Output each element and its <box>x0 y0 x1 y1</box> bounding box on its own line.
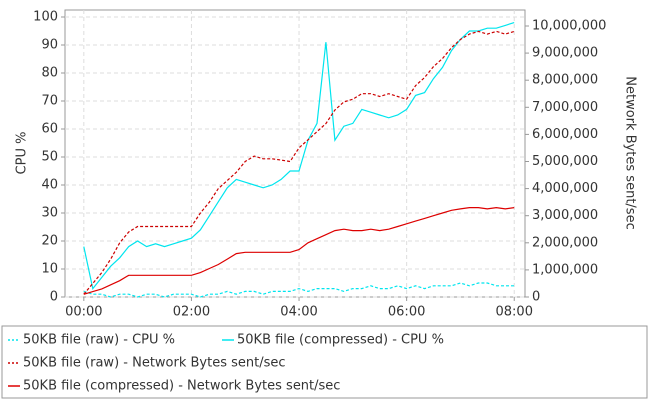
y-tick-label: 0 <box>50 290 58 305</box>
series-line <box>83 282 515 298</box>
y-tick-label: 80 <box>41 66 58 81</box>
legend-label: 50KB file (raw) - Network Bytes sent/sec <box>23 356 286 371</box>
series-line <box>83 22 515 290</box>
series-line <box>83 30 515 295</box>
y-tick-label: 50 <box>41 150 58 165</box>
y2-tick-label: 2,000,000 <box>532 235 598 250</box>
legend-box <box>1 325 648 399</box>
y2-tick-label: 0 <box>532 290 540 305</box>
y-tick-label: 10 <box>41 262 58 277</box>
y-tick-label: 60 <box>41 122 58 137</box>
y2-tick-label: 4,000,000 <box>532 181 598 196</box>
y2-axis-label: Network Bytes sent/sec <box>623 76 638 229</box>
x-tick-label: 06:00 <box>388 305 425 320</box>
legend-label: 50KB file (compressed) - CPU % <box>237 333 444 348</box>
x-tick-label: 02:00 <box>173 305 210 320</box>
y-tick-label: 30 <box>41 206 58 221</box>
x-tick-label: 00:00 <box>65 305 102 320</box>
y-tick-label: 90 <box>41 38 58 53</box>
y-tick-label: 20 <box>41 234 58 249</box>
y2-tick-label: 6,000,000 <box>532 127 598 142</box>
x-tick-label: 08:00 <box>496 305 533 320</box>
x-tick-label: 04:00 <box>280 305 317 320</box>
y2-tick-label: 7,000,000 <box>532 100 598 115</box>
y2-tick-label: 3,000,000 <box>532 208 598 223</box>
legend-label: 50KB file (compressed) - Network Bytes s… <box>23 379 340 394</box>
y2-tick-label: 5,000,000 <box>532 154 598 169</box>
y2-tick-label: 9,000,000 <box>532 46 598 61</box>
y-tick-label: 100 <box>33 10 58 25</box>
y2-tick-label: 8,000,000 <box>532 73 598 88</box>
y-axis-label: CPU % <box>15 132 30 175</box>
legend-label: 50KB file (raw) - CPU % <box>23 333 175 348</box>
y2-tick-label: 1,000,000 <box>532 262 598 277</box>
y-tick-label: 70 <box>41 94 58 109</box>
y2-tick-label: 10,000,000 <box>532 18 606 33</box>
y-tick-label: 40 <box>41 178 58 193</box>
series-line <box>83 206 515 295</box>
